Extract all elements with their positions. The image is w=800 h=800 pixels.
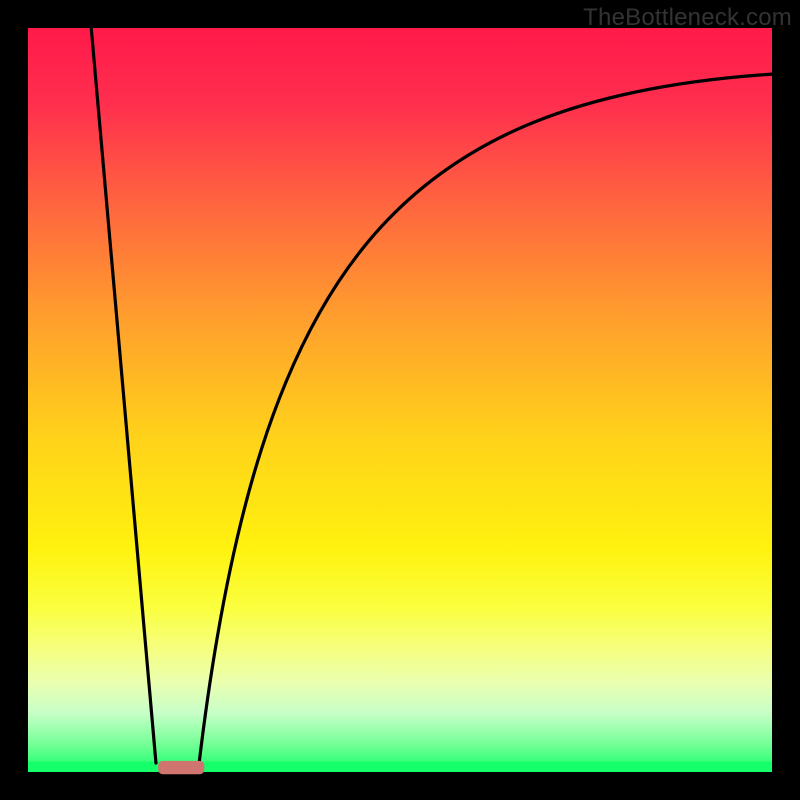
chart-frame: TheBottleneck.com <box>0 0 800 800</box>
bottleneck-chart <box>0 0 800 800</box>
green-baseline-strip <box>28 762 772 772</box>
minimum-marker <box>158 761 204 774</box>
watermark-text: TheBottleneck.com <box>583 4 792 32</box>
plot-background <box>28 28 772 772</box>
